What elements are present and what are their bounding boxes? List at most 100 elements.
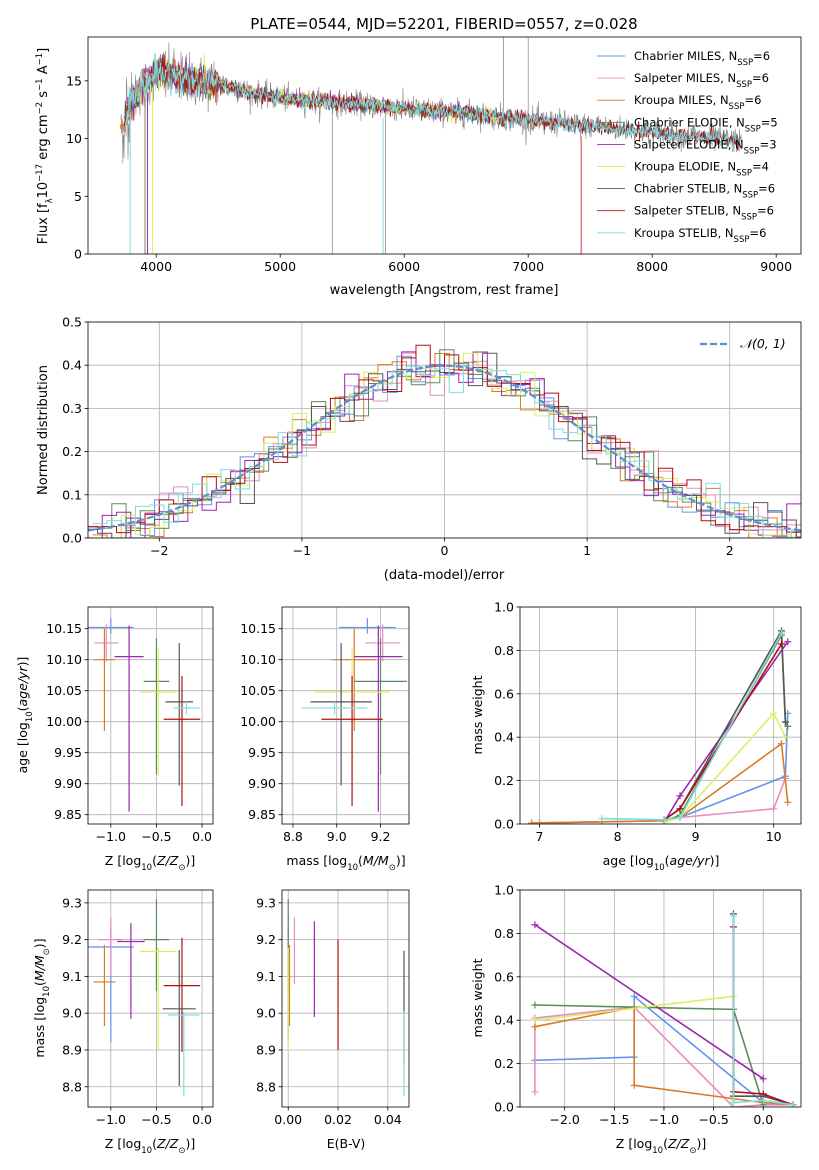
mass-weight-marker xyxy=(781,718,789,726)
x-tick-label: −2.0 xyxy=(550,1112,580,1127)
y-tick-label: 0.2 xyxy=(494,773,514,788)
y-tick-label: 0.4 xyxy=(62,358,82,373)
mass-weight-marker xyxy=(759,1090,767,1098)
y-tick-label: 9.90 xyxy=(248,776,276,791)
x-tick-label: 2 xyxy=(726,543,734,558)
mass-weight-marker xyxy=(531,921,539,929)
axes-frame xyxy=(519,889,802,1108)
y-tick-label: 0.3 xyxy=(62,401,82,416)
mass-weight-marker xyxy=(777,740,785,748)
legend-entry: Chabrier MILES, NSSP=6 xyxy=(634,49,770,68)
x-tick-label: −0.5 xyxy=(698,1112,728,1127)
mw-age-ylabel: mass weight xyxy=(470,675,485,754)
y-tick-label: 1.0 xyxy=(494,600,514,615)
grid xyxy=(520,607,801,824)
mass-weight-marker xyxy=(759,1096,767,1104)
residual-histogram xyxy=(88,349,801,538)
legend-entry: Salpeter STELIB, NSSP=6 xyxy=(634,204,774,223)
residual-histogram xyxy=(92,364,801,538)
mass-ebv-xlabel: E(B-V) xyxy=(327,1136,366,1151)
x-tick-label: 7 xyxy=(536,829,544,844)
y-tick-label: 10.00 xyxy=(46,714,82,729)
y-tick-label: 0.8 xyxy=(494,643,514,658)
x-tick-label: −0.5 xyxy=(141,1112,171,1127)
age-vs-mass-panel: 8.8 9.0 9.2 9.85 9.90 9.95 10.00 10.05 10.10 10.1… xyxy=(240,606,410,844)
legend-entry: Chabrier STELIB, NSSP=6 xyxy=(634,182,775,201)
plot-area xyxy=(520,607,801,824)
y-tick-label: 10.15 xyxy=(240,621,276,636)
y-tick-label: 0.1 xyxy=(62,487,82,502)
x-tick-label: −1 xyxy=(293,543,311,558)
x-tick-label: 8.8 xyxy=(283,829,303,844)
residual-ylabel: Normed distribution xyxy=(36,365,51,495)
mass-weight-marker xyxy=(630,992,638,1000)
spectrum-panel: 4000 5000 6000 7000 8000 9000 0 5 10 15 xyxy=(66,36,802,274)
y-tick-label: 0.0 xyxy=(494,817,514,832)
y-tick-label: 0.5 xyxy=(62,315,82,330)
mw-Z-xlabel: Z [log10(Z/Z⊙)] xyxy=(616,1136,706,1156)
y-tick-label: 5 xyxy=(74,189,82,204)
legend-entry: Kroupa ELODIE, NSSP=4 xyxy=(634,160,769,179)
residual-panel: −2 −1 0 1 2 0.0 0.1 0.2 0.3 0.4 0.5 xyxy=(62,315,802,558)
mass-weight-line xyxy=(732,916,794,1106)
y-tick-label: 9.0 xyxy=(62,1006,82,1021)
y-tick-label: 10.10 xyxy=(46,652,82,667)
x-tick-label: 7000 xyxy=(512,259,544,274)
y-tick-label: 9.2 xyxy=(256,932,276,947)
mass-weight-line xyxy=(601,632,783,821)
residual-histogram xyxy=(88,344,801,534)
y-tick-label: 10.05 xyxy=(240,683,276,698)
mass-weight-marker xyxy=(676,813,684,821)
normal-legend-label: 𝒩(0, 1) xyxy=(740,336,786,351)
grid xyxy=(282,607,409,824)
mw-age-xlabel: age [log10(age/yr)] xyxy=(603,853,720,873)
y-tick-label: 0.2 xyxy=(62,444,82,459)
mass-weight-marker xyxy=(784,638,792,646)
mass-weight-marker xyxy=(777,640,785,648)
mass-weight-marker xyxy=(676,792,684,800)
age-mass-xlabel: mass [log10(M/M⊙)] xyxy=(286,853,405,873)
plot-area xyxy=(88,607,213,824)
mass-weight-line xyxy=(539,778,787,824)
grid xyxy=(282,890,409,1107)
y-tick-label: 0.0 xyxy=(494,1100,514,1115)
mw-Z-ylabel: mass weight xyxy=(470,958,485,1037)
axes-frame xyxy=(87,36,802,255)
mass-weight-marker xyxy=(660,816,668,824)
mass-weight-marker xyxy=(630,1081,638,1089)
mass-weight-marker xyxy=(789,1101,797,1107)
normal-curve xyxy=(88,364,801,532)
massweight-Z-panel: −2.0 −1.5 −1.0 −0.5 0.0 0.0 0.2 0.4 0.6 0.8 1.0 xyxy=(494,883,802,1127)
x-tick-label: 6000 xyxy=(388,259,420,274)
age-Z-xlabel: Z [log10(Z/Z⊙)] xyxy=(105,853,195,873)
spectrum-xlabel: wavelength [Angstrom, rest frame] xyxy=(330,283,559,298)
mass-weight-line xyxy=(664,711,787,823)
x-tick-label: −1.0 xyxy=(96,829,126,844)
y-tick-label: 8.9 xyxy=(62,1042,82,1057)
mass-weight-marker xyxy=(770,805,778,813)
mass-weight-marker xyxy=(777,629,785,637)
mass-weight-marker xyxy=(729,912,737,920)
x-tick-label: 8000 xyxy=(636,259,668,274)
mass-weight-marker xyxy=(676,805,684,813)
mass-weight-marker xyxy=(759,1075,767,1083)
plot-area xyxy=(119,37,742,254)
y-tick-label: 9.95 xyxy=(54,745,82,760)
y-tick-label: 9.85 xyxy=(248,807,276,822)
y-tick-label: 9.95 xyxy=(248,745,276,760)
legend-entry: Salpeter ELODIE, NSSP=3 xyxy=(634,137,777,156)
x-tick-label: 8 xyxy=(614,829,622,844)
mass-weight-line xyxy=(534,924,764,1080)
x-tick-label: 9000 xyxy=(760,259,792,274)
x-tick-label: 0.00 xyxy=(274,1112,302,1127)
y-tick-label: 9.1 xyxy=(256,969,276,984)
figure-title: PLATE=0544, MJD=52201, FIBERID=0557, z=0… xyxy=(250,15,637,33)
x-tick-label: −0.5 xyxy=(141,829,171,844)
x-tick-label: 5000 xyxy=(264,259,296,274)
mass-weight-marker xyxy=(528,819,536,824)
x-tick-label: 0.02 xyxy=(324,1112,352,1127)
plot-area xyxy=(520,890,801,1107)
mass-weight-marker xyxy=(531,1088,539,1096)
spectrum-legend: Chabrier MILES, NSSP=6 Salpeter MILES, NS… xyxy=(597,49,778,245)
